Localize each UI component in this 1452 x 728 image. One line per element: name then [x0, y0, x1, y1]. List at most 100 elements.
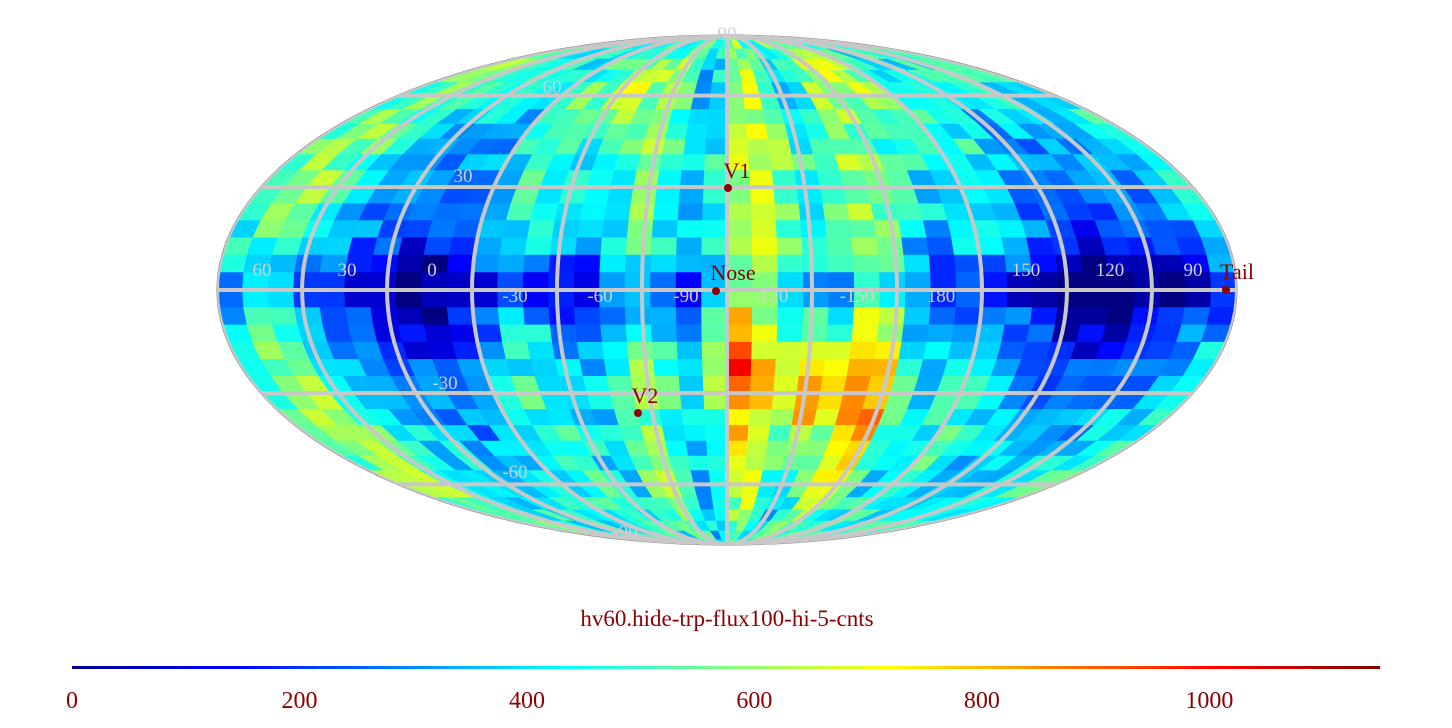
heatmap-cell	[1076, 324, 1107, 343]
heatmap-cell	[293, 289, 321, 308]
heatmap-cell	[395, 289, 423, 308]
marker-label: V1	[724, 158, 751, 183]
heatmap-cell	[675, 307, 703, 326]
heatmap-cell	[243, 307, 273, 326]
heatmap-cell	[903, 307, 931, 326]
heatmap-cell	[659, 409, 685, 426]
heatmap-cell	[685, 440, 708, 457]
heatmap-cell	[774, 359, 801, 377]
heatmap-cell	[574, 254, 602, 273]
heatmap-cell	[676, 341, 703, 360]
heatmap-cell	[446, 272, 473, 291]
heatmap-cell	[600, 237, 628, 256]
heatmap-cell	[526, 220, 556, 239]
heatmap-cell	[870, 203, 900, 221]
heatmap-cell	[878, 254, 906, 273]
heatmap-cell	[771, 170, 798, 188]
heatmap-cell	[268, 254, 298, 273]
longitude-line	[384, 35, 728, 545]
heatmap-cell	[373, 324, 403, 343]
heatmap-cell	[1026, 237, 1056, 256]
map-title: hv60.hide-trp-flux100-hi-5-cnts	[580, 606, 873, 631]
latitude-label: 90	[718, 24, 737, 45]
heatmap-cell	[526, 341, 556, 360]
heatmap-cell	[268, 307, 298, 326]
heatmap-cell	[876, 237, 905, 256]
heatmap-cell	[601, 341, 630, 360]
heatmap-cell	[369, 272, 397, 291]
heatmap-cell	[347, 324, 378, 343]
heatmap-cell	[549, 237, 578, 256]
latitude-label: 30	[454, 166, 473, 187]
longitude-label: 0	[427, 260, 437, 281]
heatmap-cell	[894, 359, 924, 377]
heatmap-cell	[624, 307, 652, 326]
heatmap-cell	[773, 186, 800, 204]
latitude-label: -60	[502, 462, 527, 483]
heatmap-cell	[751, 237, 778, 256]
heatmap-cell	[681, 409, 706, 426]
heatmap-cell	[726, 138, 749, 155]
heatmap-cell	[743, 470, 764, 485]
heatmap-cell	[499, 237, 528, 256]
heatmap-cell	[826, 237, 854, 256]
heatmap-cell	[322, 324, 353, 343]
heatmap-cell	[575, 237, 603, 256]
heatmap-cell	[446, 307, 475, 326]
heatmap-cell	[953, 254, 982, 273]
heatmap-cell	[702, 186, 728, 204]
heatmap-cell	[613, 154, 641, 171]
heatmap-cell	[624, 289, 652, 308]
heatmap-cell	[446, 289, 473, 308]
heatmap-cell	[791, 409, 818, 426]
colorbar-tick-labels: 0 200 400 600 800 1000	[66, 688, 1233, 714]
heatmap-cell	[705, 138, 728, 155]
heatmap-cell	[707, 455, 728, 471]
heatmap-cell	[702, 359, 728, 377]
heatmap-cell	[794, 392, 821, 410]
heatmap-cell	[600, 324, 628, 343]
heatmap-cell	[711, 69, 728, 83]
heatmap-cell	[796, 375, 824, 394]
heatmap-cell	[624, 254, 652, 273]
heatmap-cell	[775, 220, 803, 239]
heatmap-cell	[1101, 237, 1132, 256]
heatmap-cell	[726, 324, 753, 343]
marker-dot	[634, 409, 642, 417]
graticule-labels: 90 60 30 -30 -60 -90 60 30 0 -30 -60 -90 -120 -150 180…	[253, 24, 1203, 543]
heatmap-cell	[576, 341, 605, 360]
heatmap-cell	[661, 138, 687, 155]
heatmap-cell	[898, 220, 928, 239]
heatmap-cell	[751, 307, 779, 326]
heatmap-cell	[653, 203, 680, 221]
colorbar-gradient	[72, 666, 1380, 669]
heatmap-cell	[322, 237, 353, 256]
longitude-line	[469, 35, 728, 545]
heatmap-cell	[798, 359, 826, 377]
heatmap-cell	[625, 237, 653, 256]
heatmap-cell	[427, 341, 458, 360]
heatmap-cell	[345, 307, 374, 326]
heatmap-cell	[1057, 272, 1085, 291]
latitude-label: -30	[432, 373, 457, 394]
heatmap-cell	[679, 170, 705, 188]
heatmap-cell	[370, 254, 399, 273]
heatmap-cell	[822, 359, 851, 377]
heatmap-cell	[1004, 307, 1033, 326]
heatmap-cell	[1076, 237, 1107, 256]
marker-dot	[724, 184, 732, 192]
heatmap-cell	[726, 359, 752, 377]
heatmap-cell	[1057, 289, 1085, 308]
heatmap-cell	[551, 341, 581, 360]
heatmap-cell	[1108, 289, 1136, 308]
heatmap-cell	[703, 392, 728, 410]
heatmap-cell	[953, 307, 982, 326]
heatmap-cell	[1026, 324, 1056, 343]
longitude-line	[726, 35, 900, 545]
heatmap-cell	[744, 109, 767, 125]
heatmap-cell	[870, 359, 900, 377]
heatmap-cell	[705, 425, 728, 442]
heatmap-cell	[922, 220, 952, 239]
heatmap-cell	[774, 203, 801, 221]
heatmap-cell	[843, 375, 872, 394]
